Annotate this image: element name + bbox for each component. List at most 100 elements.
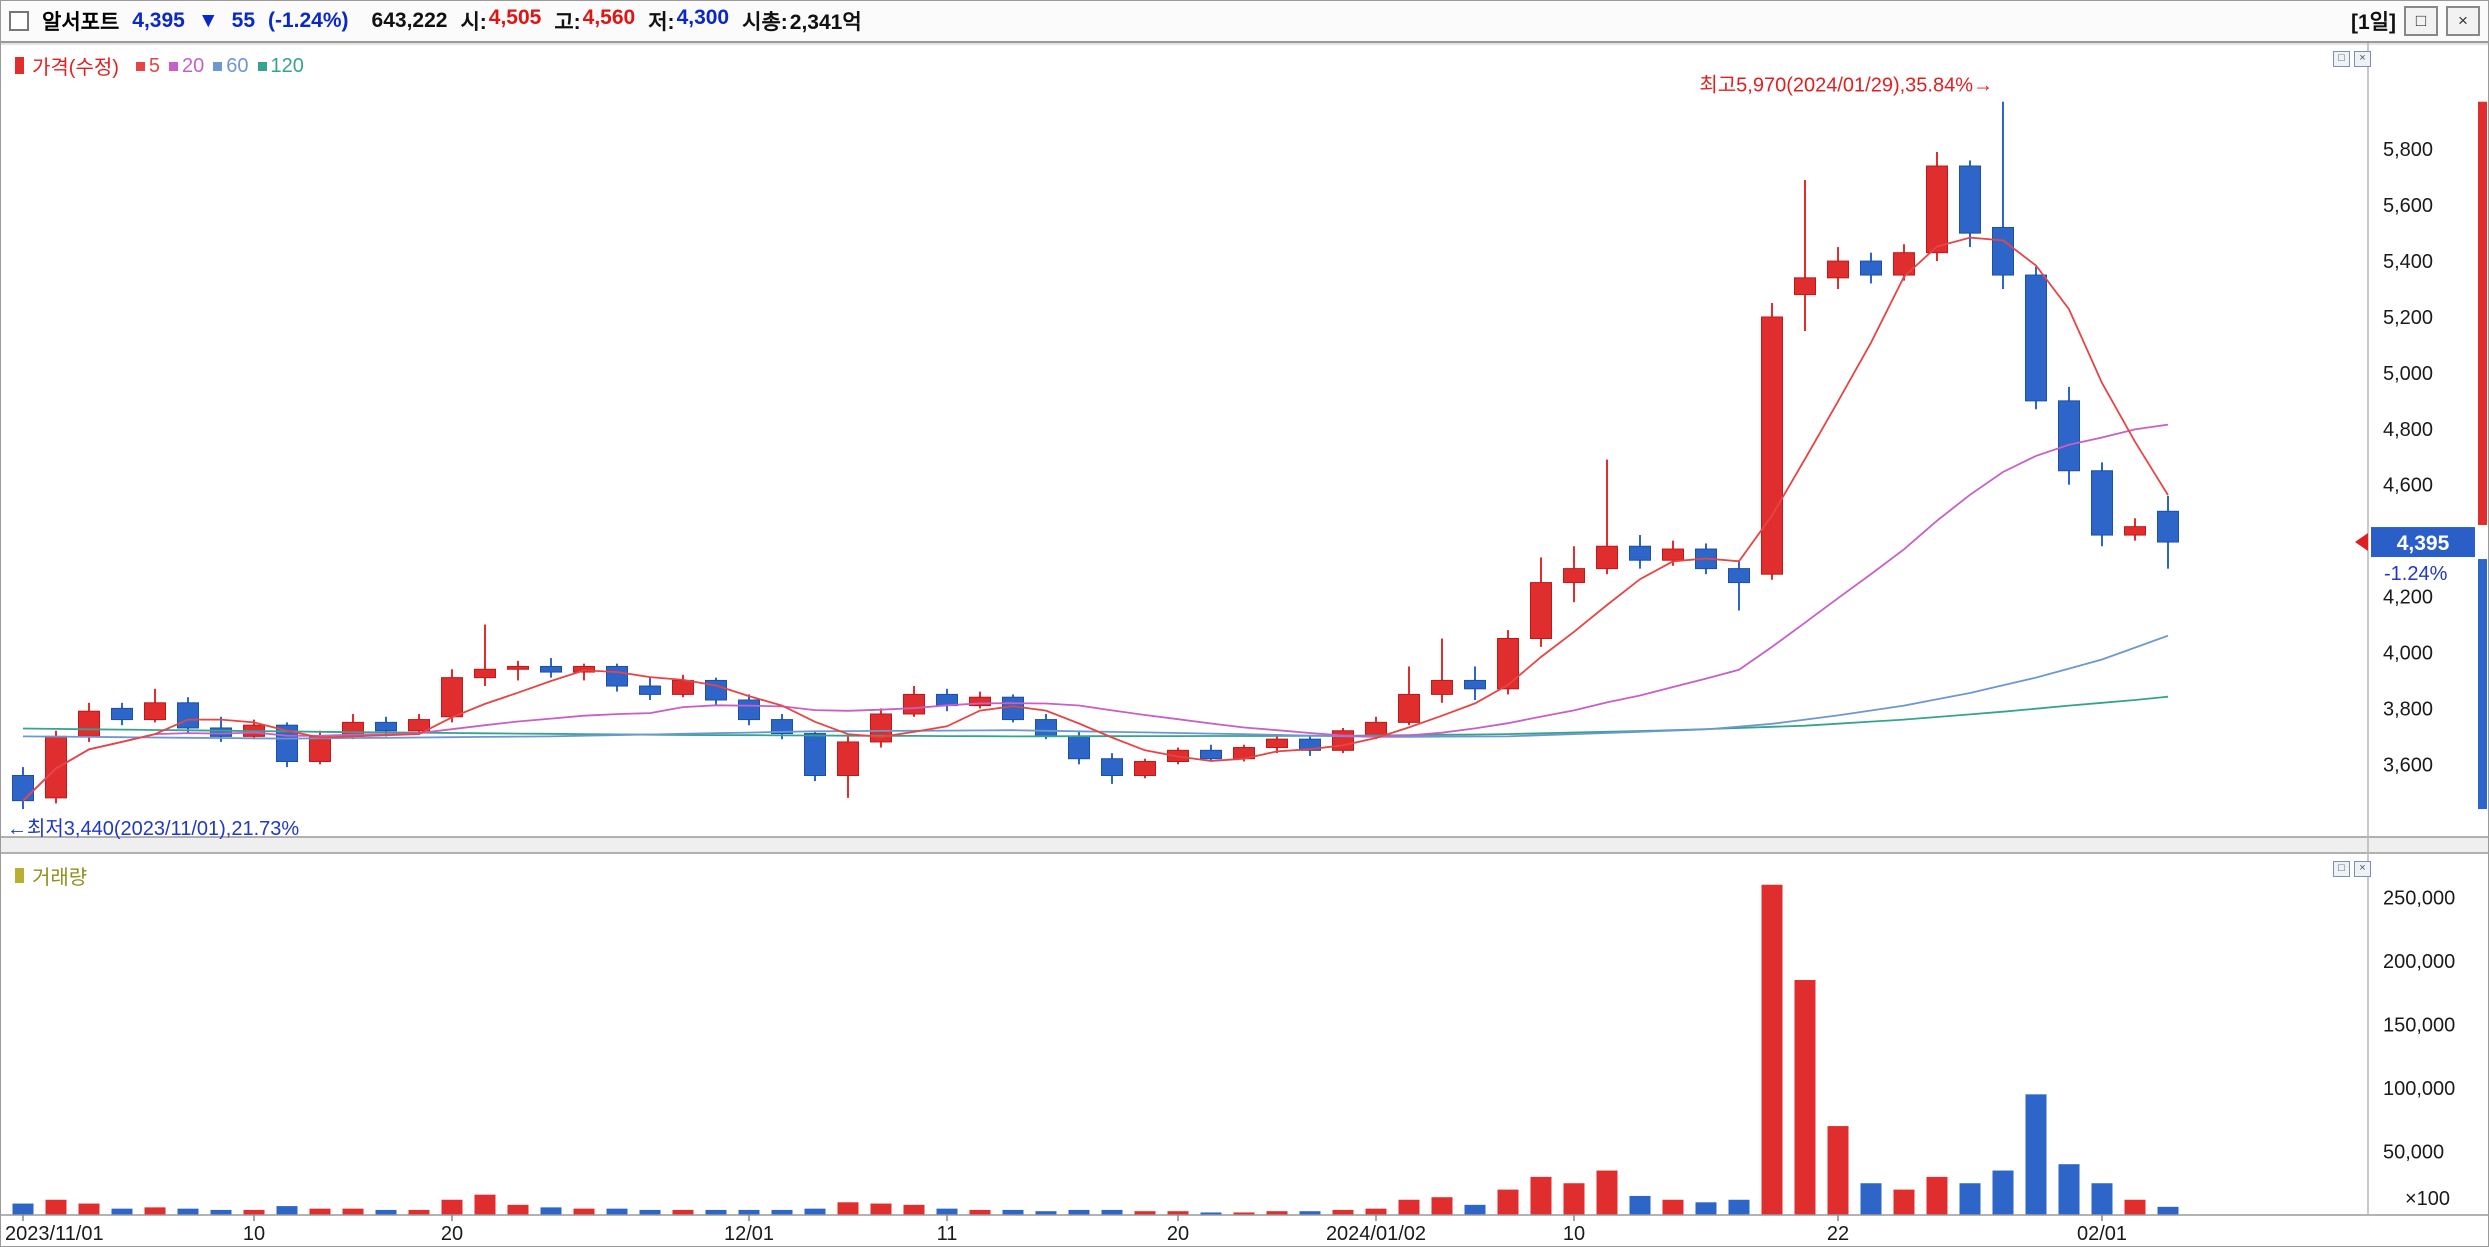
volume-bar [2058,1164,2080,1215]
candle-body [1266,738,1288,749]
volume-bar [1068,1209,1090,1215]
candle-body [936,693,958,707]
candle-body [210,727,232,737]
pane-restore-button[interactable]: □ [2333,861,2350,877]
volume-pane-legend: 거래량 [15,861,87,890]
current-price-badge [2371,527,2475,558]
ma-legend-item-60: 60 [213,54,249,78]
volume-bar [2025,1094,2047,1215]
ma20-line [22,423,2169,802]
volume-bar [903,1204,925,1215]
candle-body [1926,165,1948,254]
stock-name: 알서포트 [42,11,120,34]
price-axis-label: 5,200 [2383,307,2433,329]
x-axis-label: 10 [1563,1223,1585,1245]
candle-body [672,679,694,695]
volume-bar [1167,1211,1189,1215]
volume-axis-label: 150,000 [2383,1014,2455,1036]
volume-bar [738,1209,760,1215]
volume-bar [1398,1199,1420,1215]
candle-body [1200,749,1222,760]
volume-bar [1035,1211,1057,1215]
restore-button[interactable]: □ [2404,6,2438,36]
candle-body [1563,568,1585,584]
x-axis-label: 20 [1167,1223,1189,1245]
pane-close-button[interactable]: × [2354,51,2371,67]
pane-restore-button[interactable]: □ [2333,51,2350,67]
close-button[interactable]: × [2446,6,2480,36]
period-indicator[interactable]: [1일] [2351,11,2396,34]
volume-bar [639,1209,661,1215]
ma-legend-item-5: 5 [135,55,160,78]
pane-splitter[interactable] [1,837,2489,853]
volume-bar [342,1208,364,1215]
price-axis-label: 4,800 [2383,419,2433,441]
candle-body [1959,165,1981,234]
titlebar-right: [1일] □ × [2351,6,2480,36]
ma-swatch-icon [257,61,267,71]
volume-series-label: 거래량 [32,867,88,889]
price-axis-label: 4,000 [2383,642,2433,664]
ma-legend: 5 20 60 120 [127,54,304,78]
volume-bar [969,1209,991,1215]
current-price-arrow-icon [2355,533,2368,552]
candle-body [2091,470,2113,536]
chart-canvas[interactable]: 5,800 5,600 5,400 5,200 5,000 4,800 4,600 4,200… [1,43,2489,1247]
volume-bar [507,1204,529,1215]
volume-bar [2124,1199,2146,1215]
volume-bar [1728,1199,1750,1215]
volume-bar [1959,1183,1981,1215]
low-annotation: ←최저3,440(2023/11/01),21.73% [7,817,299,840]
volume-bar [1464,1204,1486,1215]
volume-bar [771,1209,793,1215]
volume-bar [705,1209,727,1215]
price-axis-label: 3,800 [2383,698,2433,720]
high-value: 4,560 [582,6,636,29]
candle-body [1035,719,1057,737]
candle-body [78,710,100,737]
volume-bar [1662,1199,1684,1215]
candle-body [2058,400,2080,472]
candle-body [1761,316,1783,575]
price-axis-label: 5,600 [2383,195,2433,217]
x-axis-label: 22 [1827,1223,1849,1245]
candle-body [1794,277,1816,296]
price-series-label: 가격(수정) [32,57,119,79]
candle-body [1002,696,1024,721]
low-value: 4,300 [676,6,730,29]
candle-body [1860,260,1882,276]
candle-body [1332,730,1354,751]
candle-body [309,735,331,763]
volume-bar [1860,1183,1882,1215]
price-pane-legend: 가격(수정) 5 20 60 120 [15,51,304,80]
pane-close-button[interactable]: × [2354,861,2371,877]
price-range-strip-upper [2478,101,2487,526]
volume-bar [540,1207,562,1215]
volume-bar [573,1208,595,1215]
window-icon [9,11,29,31]
open-label: 시: [460,11,487,34]
volume-bar [375,1209,397,1215]
volume-bar [474,1194,496,1215]
change-arrow-icon: ▼ [197,9,219,32]
price-axis-label: 5,400 [2383,251,2433,273]
price-pane-controls: □ × [2333,51,2371,67]
price-axis-label: 3,600 [2383,754,2433,776]
volume-axis-label: 100,000 [2383,1078,2455,1100]
candle-body [1728,568,1750,584]
candle-body [1629,545,1651,561]
volume-bar [1794,980,1816,1215]
volume-bar [1596,1170,1618,1215]
volume-bar [2091,1183,2113,1215]
volume-bar [1827,1126,1849,1215]
volume-bar [1002,1209,1024,1215]
candle-body [1101,758,1123,776]
ma-swatch-icon [213,61,223,71]
ma60-line [22,634,2169,740]
volume-bar [441,1199,463,1215]
volume-bar [309,1208,331,1215]
ma-legend-label: 60 [226,54,249,77]
candle-body [507,665,529,670]
volume-bar [804,1208,826,1215]
candle-body [738,699,760,721]
